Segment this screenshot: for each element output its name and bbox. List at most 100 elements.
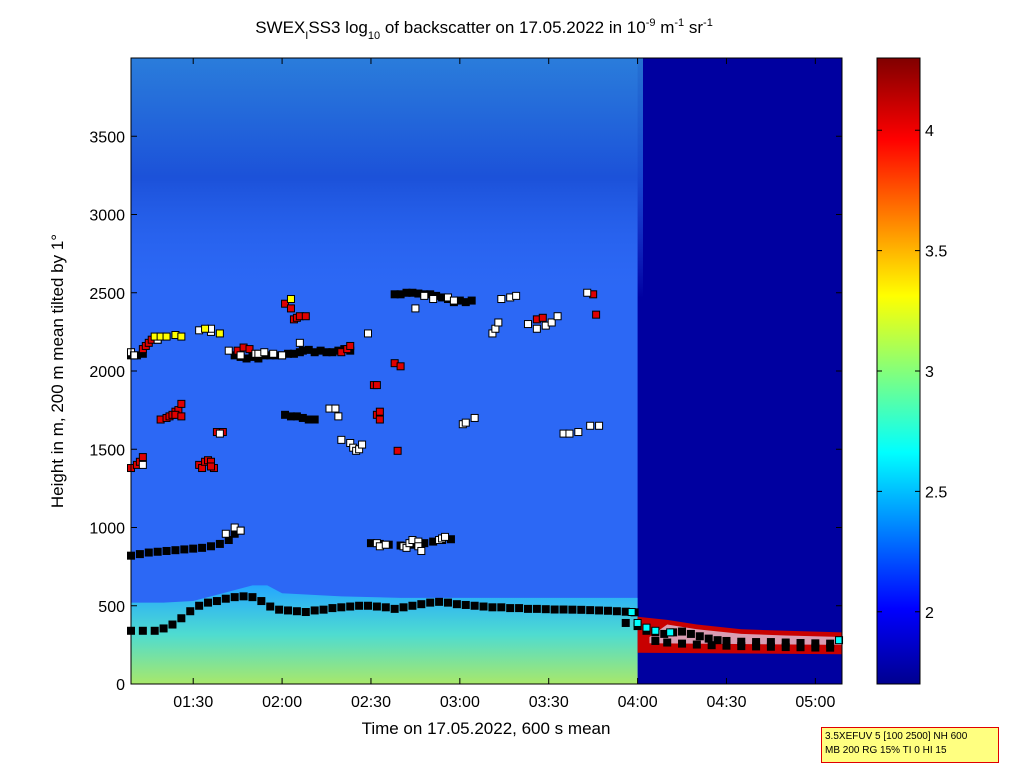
- data-marker: [752, 642, 761, 651]
- data-marker: [393, 446, 402, 455]
- data-marker: [331, 404, 340, 413]
- parameter-line-1: 3.5XEFUV 5 [100 2500] NH 600: [825, 731, 968, 742]
- data-marker: [144, 548, 153, 557]
- data-marker: [168, 620, 177, 629]
- data-marker: [260, 348, 269, 357]
- y-tick-label: 1500: [89, 442, 125, 459]
- parameter-box: 3.5XEFUV 5 [100 2500] NH 600 MB 200 RG 1…: [821, 727, 999, 763]
- y-tick-label: 2000: [89, 364, 125, 381]
- data-marker: [135, 550, 144, 559]
- y-tick-label: 1000: [89, 521, 125, 538]
- data-marker: [713, 636, 722, 645]
- data-marker: [586, 421, 595, 430]
- data-marker: [541, 605, 550, 614]
- data-marker: [411, 304, 420, 313]
- data-marker: [651, 626, 660, 635]
- data-marker: [515, 604, 524, 613]
- colorbar-tick-label: 4: [925, 123, 934, 140]
- data-marker: [286, 304, 295, 313]
- y-axis: 0 500 1000 1500 2000 2500 3000 3500: [89, 129, 842, 694]
- x-tick-label: 01:30: [173, 694, 213, 711]
- data-marker: [171, 546, 180, 555]
- data-marker: [796, 643, 805, 652]
- y-tick-label: 0: [116, 677, 125, 694]
- x-tick-label: 04:30: [706, 694, 746, 711]
- data-marker: [206, 542, 215, 551]
- data-marker: [372, 602, 381, 611]
- data-marker: [642, 623, 651, 632]
- data-marker: [781, 643, 790, 652]
- series-10: [627, 608, 844, 645]
- data-marker: [138, 453, 147, 462]
- data-marker: [212, 597, 221, 606]
- data-marker: [301, 312, 310, 321]
- x-axis-label: Time on 17.05.2022, 600 s mean: [362, 719, 611, 738]
- data-marker: [337, 435, 346, 444]
- data-marker: [301, 608, 310, 617]
- data-marker: [595, 421, 604, 430]
- data-marker: [275, 605, 284, 614]
- data-marker: [221, 529, 230, 538]
- upper-cloud-field: [131, 58, 643, 298]
- series-0: [127, 592, 639, 635]
- data-marker: [737, 642, 746, 651]
- x-tick-label: 05:00: [795, 694, 835, 711]
- chart-title: SWEXISS3 log10 of backscatter on 17.05.2…: [255, 17, 713, 42]
- data-marker: [568, 605, 577, 614]
- series-9: [150, 295, 295, 341]
- data-marker: [633, 618, 642, 627]
- data-marker: [426, 598, 435, 607]
- data-marker: [248, 593, 257, 602]
- data-marker: [236, 351, 245, 360]
- data-marker: [215, 429, 224, 438]
- data-marker: [186, 607, 195, 616]
- data-marker: [239, 592, 248, 601]
- data-marker: [550, 605, 559, 614]
- data-marker: [449, 296, 458, 305]
- data-marker: [497, 603, 506, 612]
- data-marker: [417, 600, 426, 609]
- data-marker: [295, 338, 304, 347]
- colorbar-ticks: 2 2.5 3 3.5 4: [877, 123, 947, 622]
- data-marker: [461, 600, 470, 609]
- x-tick-label: 04:00: [618, 694, 658, 711]
- data-marker: [177, 332, 186, 341]
- data-marker: [494, 318, 503, 327]
- data-marker: [586, 606, 595, 615]
- data-marker: [177, 412, 186, 421]
- data-marker: [230, 593, 239, 602]
- data-marker: [310, 415, 319, 424]
- data-marker: [180, 545, 189, 554]
- data-marker: [538, 313, 547, 322]
- data-marker: [497, 295, 506, 304]
- data-marker: [364, 601, 372, 610]
- data-marker: [678, 639, 687, 648]
- y-tick-label: 3000: [89, 208, 125, 225]
- data-marker: [835, 636, 844, 645]
- data-marker: [177, 399, 186, 408]
- data-marker: [651, 636, 660, 645]
- data-marker: [722, 641, 731, 650]
- data-marker: [443, 598, 452, 607]
- series-3: [651, 636, 835, 652]
- data-marker: [686, 629, 695, 638]
- data-marker: [153, 547, 162, 556]
- data-marker: [506, 604, 515, 613]
- data-marker: [420, 291, 429, 300]
- data-marker: [159, 624, 168, 633]
- data-marker: [390, 604, 399, 613]
- data-marker: [583, 288, 592, 297]
- data-marker: [399, 603, 408, 612]
- data-marker: [292, 607, 301, 616]
- colorbar: 2 2.5 3 3.5 4: [876, 57, 947, 685]
- data-marker: [138, 626, 147, 635]
- data-marker: [408, 601, 417, 610]
- data-marker: [692, 640, 701, 649]
- data-marker: [286, 295, 295, 304]
- y-axis-label: Height in m, 200 m mean tilted by 1°: [48, 234, 67, 508]
- data-marker: [603, 606, 612, 615]
- data-marker: [364, 329, 372, 338]
- data-marker: [532, 604, 541, 613]
- data-marker: [811, 643, 820, 652]
- data-marker: [236, 526, 245, 535]
